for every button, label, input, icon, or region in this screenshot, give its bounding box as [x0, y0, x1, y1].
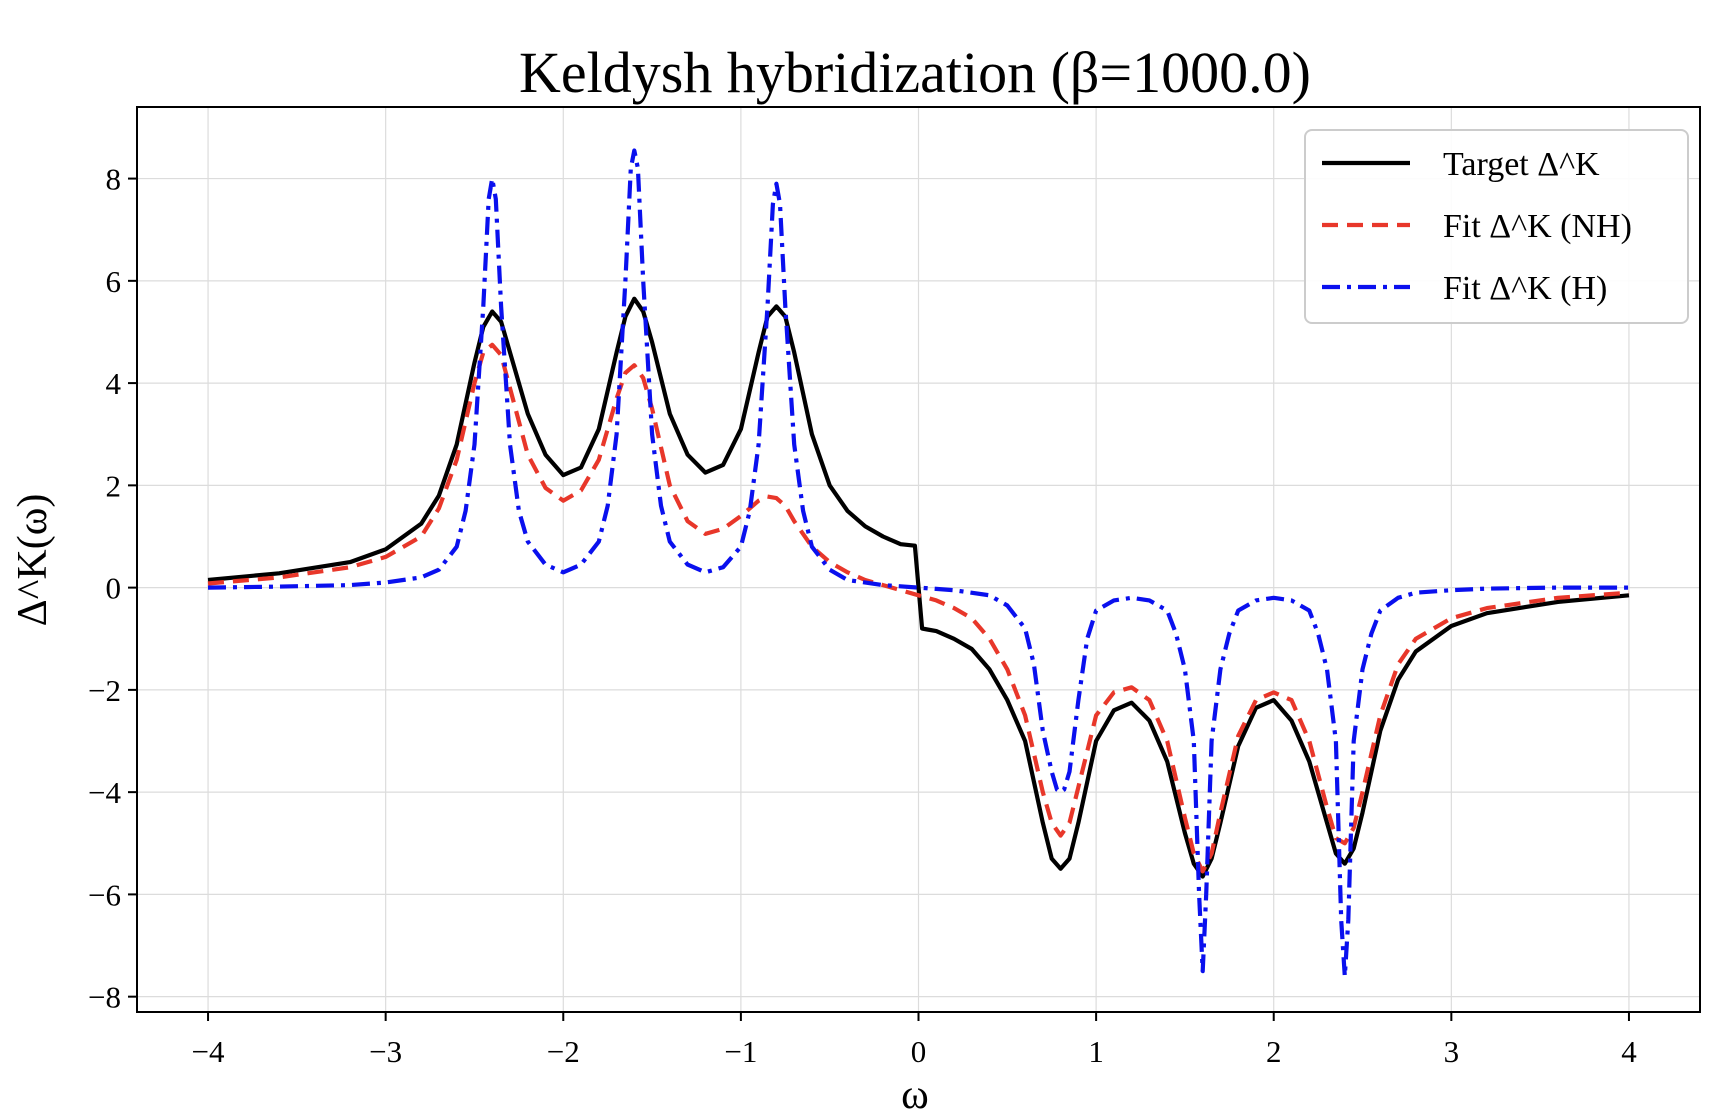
y-tick-label: −4 [88, 775, 121, 810]
x-tick-label: 2 [1266, 1034, 1282, 1069]
y-tick-label: 0 [106, 571, 122, 606]
x-tick-label: −2 [547, 1034, 580, 1069]
y-tick-label: 4 [106, 366, 122, 401]
x-tick-label: 4 [1621, 1034, 1637, 1069]
legend-label: Fit Δ^K (NH) [1443, 208, 1632, 245]
y-axis-label: Δ^K(ω) [10, 494, 56, 627]
series-fit-nh-line [207, 342, 1630, 874]
y-tick-label: 2 [106, 468, 122, 503]
legend-label: Target Δ^K [1443, 146, 1600, 183]
x-tick-label: 3 [1444, 1034, 1460, 1069]
legend-box [1304, 129, 1689, 324]
x-axis-ticks: −4 −3 −2 −1 0 1 2 3 4 [192, 1012, 1637, 1069]
x-tick-label: 1 [1088, 1034, 1104, 1069]
y-tick-label: 6 [106, 264, 122, 299]
x-tick-label: −4 [192, 1034, 225, 1069]
series-target-line [207, 296, 1630, 879]
y-axis-ticks: −8 −6 −4 −2 0 2 4 6 8 [88, 162, 137, 1015]
x-axis-label: ω [901, 1072, 929, 1118]
y-tick-label: −2 [88, 673, 121, 708]
x-tick-label: 0 [911, 1034, 927, 1069]
series-fit-h-line [207, 148, 1629, 979]
legend-label: Fit Δ^K (H) [1443, 270, 1607, 307]
legend: Target Δ^K Fit Δ^K (NH) Fit Δ^K (H) [1304, 129, 1689, 324]
series-lines [207, 148, 1630, 979]
x-tick-label: −3 [369, 1034, 402, 1069]
y-tick-label: −6 [88, 877, 121, 912]
y-tick-label: −8 [88, 980, 121, 1015]
x-tick-label: −1 [724, 1034, 757, 1069]
y-tick-label: 8 [106, 162, 122, 197]
chart-title: Keldysh hybridization (β=1000.0) [519, 40, 1311, 105]
